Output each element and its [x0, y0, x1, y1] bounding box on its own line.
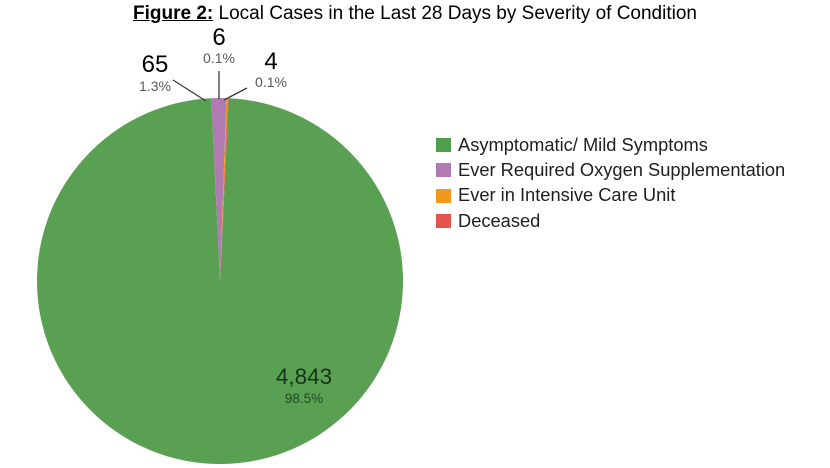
svg-text:65: 65	[142, 51, 169, 78]
svg-text:0.1%: 0.1%	[203, 50, 235, 66]
svg-text:6: 6	[212, 24, 225, 51]
svg-text:0.1%: 0.1%	[255, 74, 287, 90]
svg-text:4,843: 4,843	[276, 364, 332, 389]
svg-text:4: 4	[264, 48, 277, 75]
svg-text:1.3%: 1.3%	[139, 78, 171, 94]
svg-text:98.5%: 98.5%	[285, 391, 323, 406]
